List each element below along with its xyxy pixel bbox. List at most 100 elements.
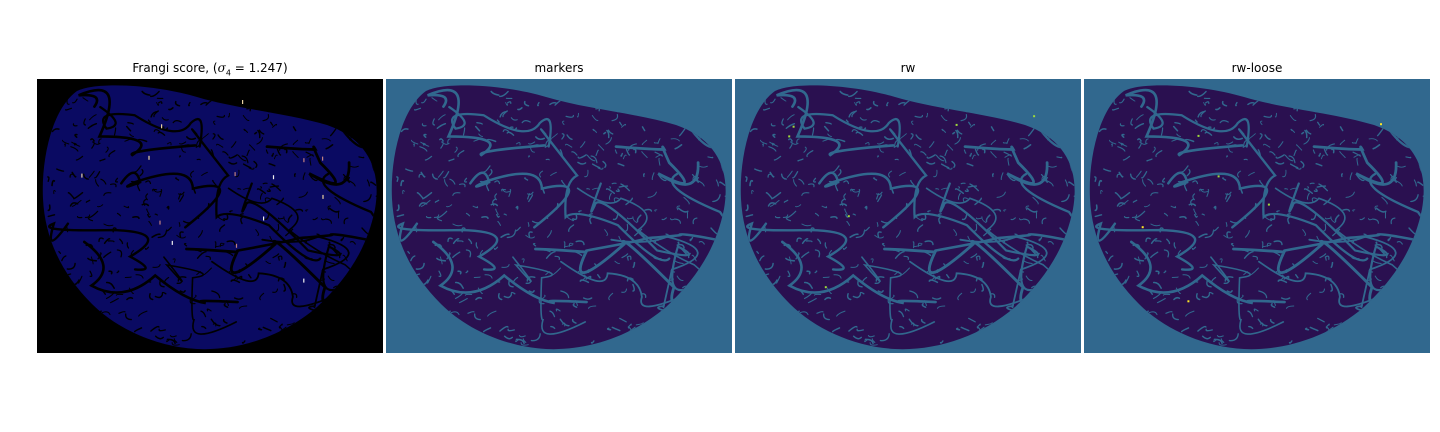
vessel-segment <box>216 143 224 148</box>
vessel-segment <box>328 207 340 213</box>
vessel-segment <box>183 242 188 247</box>
vessel-segment <box>914 143 922 148</box>
vessel-segment <box>1284 269 1288 274</box>
vessel-segment <box>620 183 631 192</box>
vessel-segment <box>87 123 98 129</box>
vessel-segment <box>1114 192 1122 199</box>
vessel-segment <box>1284 188 1289 190</box>
vessel-segment <box>641 139 648 145</box>
vessel-segment <box>233 297 244 300</box>
vessel-segment <box>1186 168 1191 177</box>
vessel-segment <box>447 138 451 145</box>
vessel-segment <box>479 249 484 256</box>
vessel-segment <box>1145 237 1151 243</box>
vessel-segment <box>531 220 543 224</box>
vessel-segment <box>1157 183 1164 188</box>
vessel-image-svg <box>1084 79 1430 353</box>
vessel-segment <box>1339 139 1346 145</box>
vessel-segment <box>1118 171 1124 178</box>
highlight-speck <box>1033 115 1036 118</box>
vessel-segment <box>1152 291 1162 300</box>
vessel-segment <box>1019 138 1029 142</box>
vessel-segment <box>895 230 901 238</box>
vessel-segment <box>1273 240 1283 246</box>
vessel-segment <box>497 292 503 301</box>
vessel-segment <box>503 213 507 216</box>
vessel-segment <box>103 223 114 227</box>
vessel-segment <box>276 223 280 232</box>
vessel-segment <box>1374 243 1383 249</box>
vessel-segment <box>259 192 263 200</box>
vessel-segment <box>877 141 885 145</box>
vessel-segment <box>1144 252 1149 260</box>
vessel-segment <box>436 123 447 129</box>
vessel-segment <box>1200 129 1208 133</box>
highlight-speck <box>171 240 173 245</box>
vessel-segment <box>1098 179 1103 187</box>
vessel-segment <box>431 97 438 102</box>
vessel-segment <box>846 221 851 226</box>
vessel-segment <box>572 303 578 308</box>
vessel-segment <box>544 140 551 148</box>
vessel-segment <box>1309 326 1319 332</box>
vessel-segment <box>876 221 879 227</box>
vessel-segment <box>1339 151 1346 158</box>
vessel-segment <box>159 279 165 288</box>
vessel-segment <box>181 333 192 342</box>
vessel-segment <box>1253 202 1257 210</box>
vessel-segment <box>1243 271 1248 276</box>
vessel-segment <box>119 238 124 245</box>
vessel-segment <box>481 215 489 220</box>
vessel-segment <box>898 101 906 106</box>
vessel-segment <box>76 216 83 219</box>
vessel-segment <box>561 179 566 186</box>
vessel-segment <box>1201 213 1205 216</box>
vessel-segment <box>1301 131 1305 135</box>
vessel-segment <box>798 289 805 296</box>
vessel-segment <box>530 144 540 148</box>
vessel-segment <box>788 256 792 265</box>
vessel-segment <box>268 163 276 167</box>
vessel-segment <box>305 239 310 244</box>
vessel-segment <box>196 250 207 259</box>
vessel-segment <box>871 338 876 343</box>
vessel-segment <box>87 257 98 262</box>
vessel-segment <box>177 276 187 282</box>
vessel-segment <box>334 196 341 205</box>
vessel-segment <box>899 171 906 176</box>
vessel-segment <box>1275 270 1279 275</box>
vessel-segment <box>1377 247 1386 255</box>
vessel-segment <box>176 279 183 285</box>
vessel-segment <box>963 149 967 154</box>
vessel-segment <box>53 189 56 195</box>
highlight-speck <box>955 123 958 126</box>
vessel-segment <box>577 270 581 275</box>
vessel-segment <box>1144 204 1151 208</box>
vessel-segment <box>514 127 518 132</box>
vessel-segment <box>74 133 78 138</box>
vessel-segment <box>550 325 556 330</box>
vessel-segment <box>1048 165 1057 168</box>
vessel-segment <box>1218 342 1227 346</box>
highlight-speck <box>792 125 795 128</box>
vessel-segment <box>812 177 817 183</box>
vessel-segment <box>496 119 500 123</box>
vessel-segment <box>845 119 849 123</box>
vessel-segment <box>1222 177 1227 181</box>
vessel-segment <box>407 250 411 254</box>
vessel-segment <box>253 160 258 168</box>
vessel-segment <box>1305 129 1312 135</box>
vessel-segment <box>822 137 831 142</box>
vessel-segment <box>526 276 536 282</box>
vessel-segment <box>545 139 552 148</box>
vessel-segment <box>240 216 243 225</box>
vessel-segment <box>836 310 846 317</box>
vessel-segment <box>584 169 589 178</box>
vessel-segment <box>1122 155 1131 161</box>
vessel-segment <box>217 134 224 140</box>
vessel-segment <box>670 270 676 273</box>
vessel-segment <box>146 208 150 215</box>
vessel-segment <box>1159 227 1164 233</box>
vessel-segment <box>292 139 299 145</box>
vessel-segment <box>1223 279 1230 285</box>
